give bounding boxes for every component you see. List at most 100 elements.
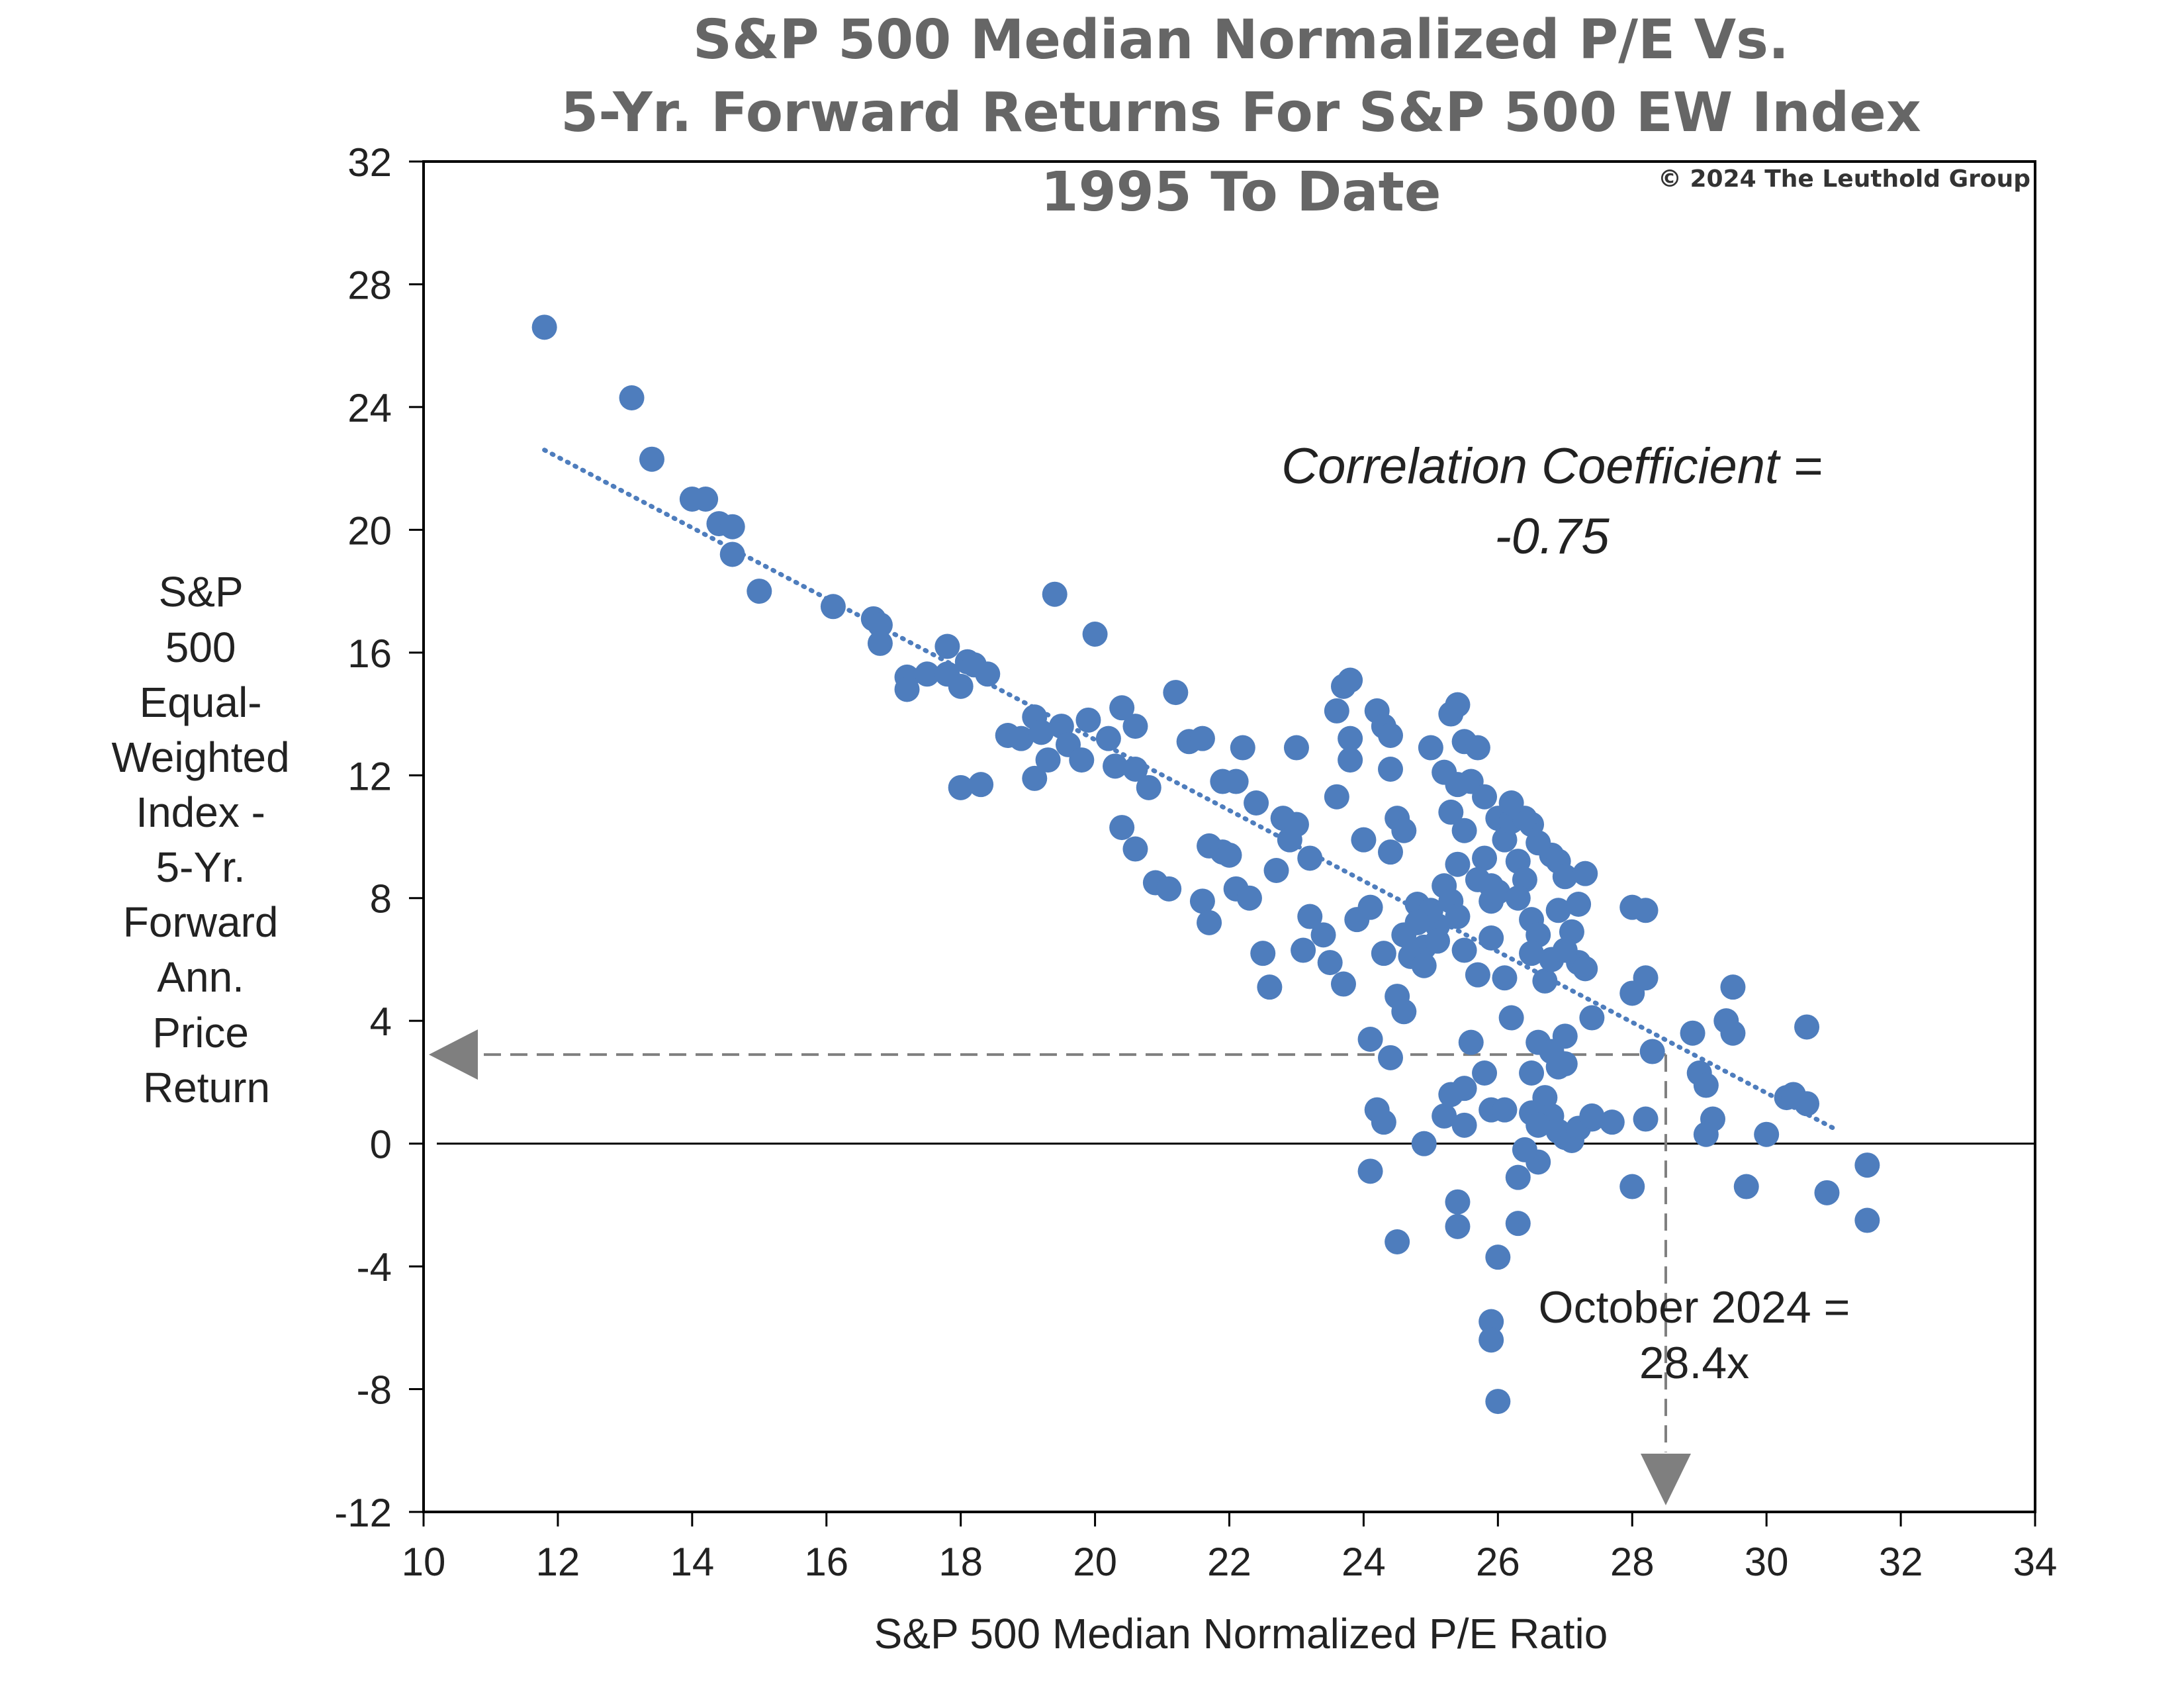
scatter-point — [1378, 723, 1403, 748]
scatter-point — [1445, 1189, 1471, 1215]
scatter-point — [1794, 1014, 1820, 1040]
scatter-point — [1451, 1076, 1477, 1102]
chart-title-line-3: 1995 To Date — [1041, 161, 1441, 224]
x-tick-label: 20 — [1073, 1540, 1117, 1584]
scatter-point — [968, 772, 994, 798]
scatter-point — [1297, 845, 1323, 871]
scatter-point — [1733, 1174, 1759, 1199]
x-tick-label: 18 — [938, 1540, 983, 1584]
scatter-point — [1042, 581, 1068, 607]
scatter-point — [1230, 735, 1255, 761]
y-tick-label: 8 — [370, 877, 392, 921]
scatter-point — [1189, 888, 1215, 914]
scatter-point — [894, 677, 920, 702]
scatter-point — [1720, 1020, 1746, 1046]
scatter-point — [1445, 851, 1471, 877]
scatter-point — [639, 446, 664, 472]
y-tick-label: -4 — [357, 1245, 392, 1289]
scatter-point — [1351, 827, 1377, 853]
scatter-point — [719, 514, 745, 539]
x-axis-ticks: 10 12 14 16 18 20 22 24 26 28 30 32 34 — [402, 1512, 2058, 1584]
scatter-point — [1283, 735, 1309, 761]
scatter-point — [1136, 774, 1161, 800]
scatter-point — [1283, 812, 1309, 837]
y-axis-title-line-2: 500 — [165, 624, 236, 671]
scatter-point — [1479, 1327, 1504, 1353]
y-tick-label: 16 — [347, 632, 392, 676]
x-tick-label: 34 — [2013, 1540, 2058, 1584]
scatter-point — [1572, 956, 1598, 982]
scatter-point — [1371, 1109, 1396, 1135]
scatter-point — [1545, 898, 1571, 923]
scatter-point — [1122, 714, 1148, 739]
x-tick-label: 14 — [670, 1540, 714, 1584]
scatter-point — [1451, 1112, 1477, 1138]
chart-title-line-1: S&P 500 Median Normalized P/E Vs. — [693, 9, 1789, 71]
y-axis-title: S&P 500 Equal- Weighted Index - 5-Yr. Fo… — [112, 568, 302, 1111]
x-tick-label: 26 — [1476, 1540, 1520, 1584]
scatter-point — [1411, 953, 1437, 978]
y-axis-title-line-3: Equal- — [140, 679, 262, 726]
scatter-point — [1492, 965, 1518, 991]
scatter-point — [1008, 726, 1034, 751]
scatter-point — [1432, 1103, 1457, 1129]
scatter-point — [1291, 937, 1316, 963]
scatter-point — [693, 487, 719, 512]
scatter-point — [1391, 999, 1417, 1025]
scatter-point — [1371, 941, 1396, 966]
scatter-point — [1552, 937, 1578, 963]
scatter-point — [1465, 735, 1490, 761]
scatter-point — [1451, 818, 1477, 843]
scatter-point — [975, 661, 1001, 687]
scatter-point — [1519, 1060, 1545, 1086]
scatter-point — [1109, 815, 1135, 841]
y-axis-title-line-10: Return — [143, 1064, 270, 1111]
scatter-point — [1854, 1207, 1880, 1233]
y-tick-label: 12 — [347, 754, 392, 798]
scatter-point — [1122, 836, 1148, 862]
x-tick-label: 30 — [1745, 1540, 1789, 1584]
scatter-point — [1720, 974, 1746, 1000]
scatter-point — [1109, 695, 1135, 721]
down-arrow-icon — [1640, 1454, 1691, 1505]
x-tick-label: 16 — [804, 1540, 848, 1584]
scatter-point — [1378, 757, 1403, 782]
scatter-point — [1357, 1027, 1383, 1052]
scatter-point — [1633, 1106, 1659, 1132]
scatter-point — [1035, 747, 1061, 773]
scatter-point — [867, 612, 893, 638]
scatter-point — [1619, 1174, 1645, 1199]
scatter-point — [1156, 876, 1182, 902]
scatter-point — [1338, 667, 1363, 693]
scatter-point — [1082, 622, 1108, 647]
scatter-point — [914, 661, 940, 687]
y-tick-label: 24 — [347, 386, 392, 430]
y-tick-label: -12 — [334, 1491, 392, 1535]
scatter-point — [1095, 726, 1121, 751]
scatter-point — [1189, 726, 1215, 751]
scatter-point — [1028, 720, 1054, 745]
scatter-point — [1472, 1060, 1498, 1086]
y-tick-label: 0 — [370, 1123, 392, 1167]
x-tick-label: 10 — [402, 1540, 446, 1584]
scatter-point — [1572, 861, 1598, 886]
scatter-point — [1512, 1137, 1537, 1162]
scatter-point — [1445, 904, 1471, 929]
scatter-point — [1250, 941, 1276, 966]
scatter-point — [1357, 1158, 1383, 1184]
y-tick-label: -8 — [357, 1368, 392, 1413]
scatter-point — [1472, 784, 1498, 810]
scatter-point — [1485, 1244, 1511, 1270]
scatter-point — [1378, 1045, 1403, 1070]
x-tick-label: 22 — [1207, 1540, 1251, 1584]
scatter-point — [1075, 707, 1101, 733]
y-tick-label: 28 — [347, 263, 392, 307]
y-axis-title-line-8: Ann. — [157, 953, 244, 1001]
scatter-point — [1465, 867, 1490, 892]
scatter-point — [1498, 1005, 1524, 1031]
y-axis-title-line-5: Index - — [136, 788, 265, 836]
y-axis-title-line-1: S&P — [159, 568, 243, 616]
scatter-point — [1310, 922, 1336, 948]
scatter-point — [1599, 1109, 1625, 1135]
correlation-annotation-line-2: -0.75 — [1494, 508, 1610, 565]
